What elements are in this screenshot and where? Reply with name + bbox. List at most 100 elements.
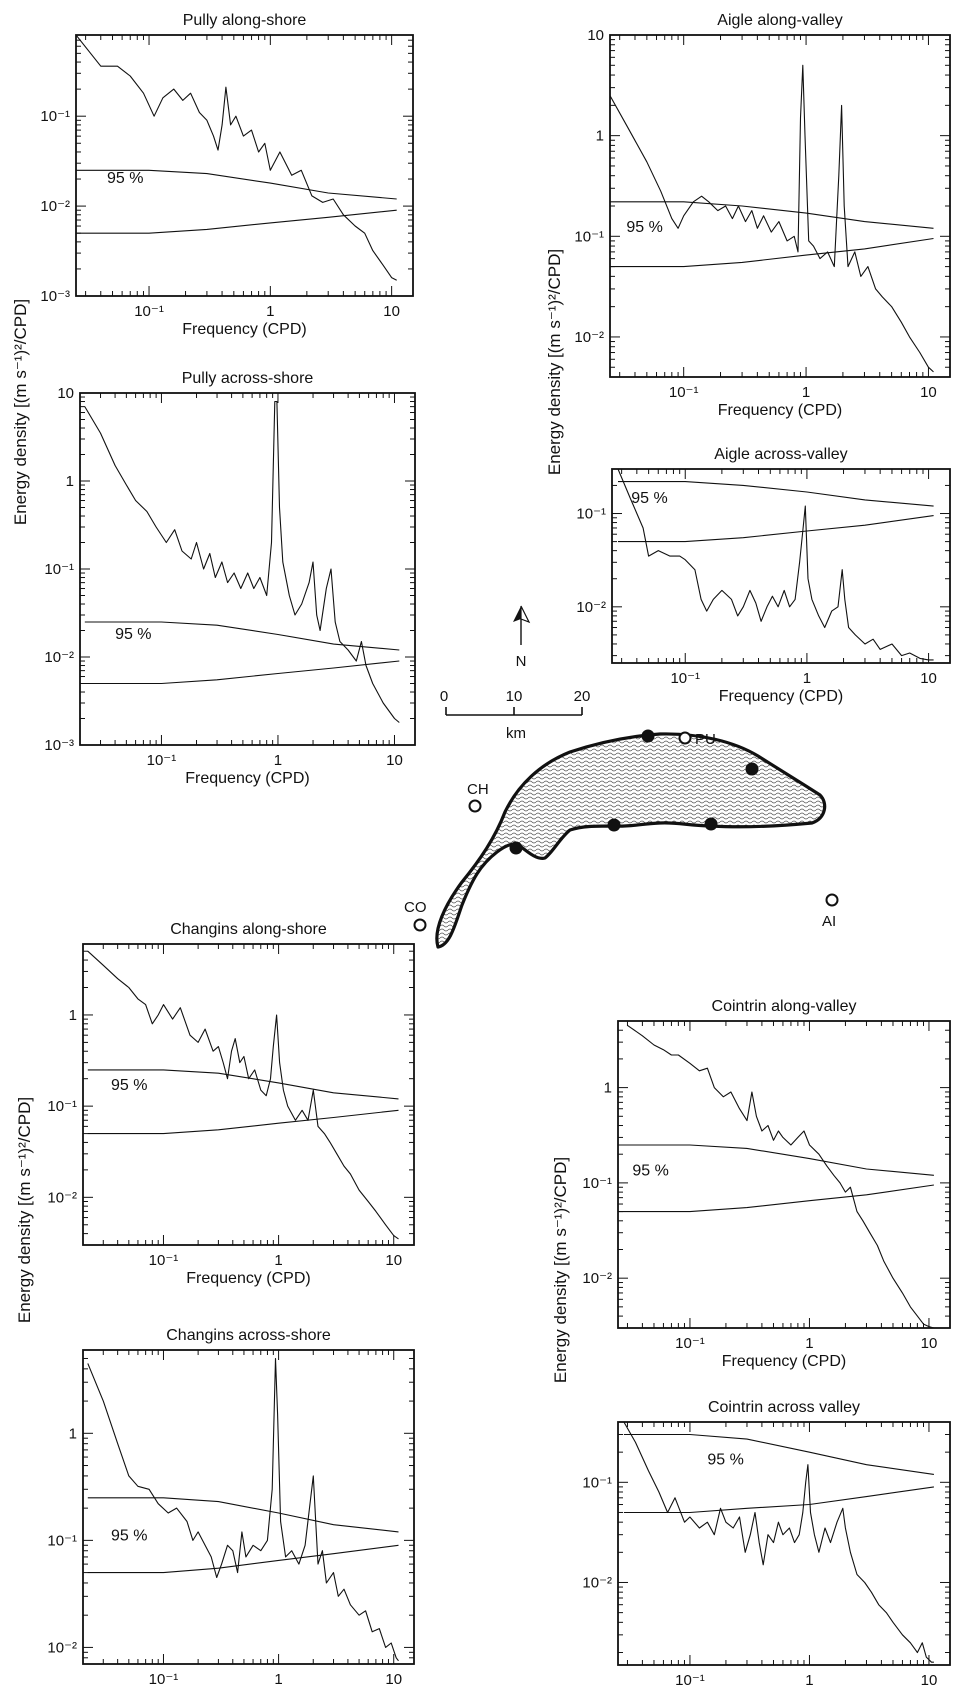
plot-frame bbox=[82, 1349, 415, 1665]
scale-label-20: 20 bbox=[574, 688, 591, 705]
x-tick-label: 10 bbox=[385, 1252, 402, 1269]
confidence-label: 95 % bbox=[632, 1162, 668, 1179]
spectrum-line bbox=[76, 35, 397, 281]
x-tick-label: 10 bbox=[386, 752, 403, 769]
x-axis-label: Frequency (CPD) bbox=[186, 1270, 310, 1287]
y-tick-label: 10⁻¹ bbox=[44, 561, 74, 578]
north-label: N bbox=[516, 653, 527, 670]
spectrum-line bbox=[617, 469, 934, 661]
panel-title: Cointrin along-valley bbox=[712, 998, 857, 1015]
north-arrow-head-outline bbox=[520, 605, 531, 624]
ylabel-left-top: Energy density [(m s⁻¹)²/CPD] bbox=[11, 299, 30, 525]
station-marker-filled bbox=[509, 841, 523, 855]
spectrum-line bbox=[610, 64, 934, 373]
x-axis-label: Frequency (CPD) bbox=[718, 402, 842, 419]
panel-aigle-along: Aigle along-valley 10⁻¹ 1 10 10 1 10⁻¹ 10⁻² Freq… bbox=[574, 12, 951, 419]
panel-cointrin-across: Cointrin across valley10⁻¹11010⁻¹10⁻²Fre… bbox=[582, 1399, 951, 1687]
scale-unit: km bbox=[506, 725, 526, 742]
station-marker-filled bbox=[704, 817, 718, 831]
y-tick-label: 10⁻³ bbox=[44, 737, 74, 754]
x-tick-label: 10 bbox=[921, 1672, 938, 1687]
y-tick-label: 10⁻¹ bbox=[47, 1532, 77, 1549]
panel-pully-across: Pully across-shore 10⁻¹ 1 10 10 1 10⁻¹ 10⁻² 10⁻³… bbox=[44, 370, 416, 787]
x-tick-label: 10⁻¹ bbox=[147, 752, 177, 769]
panel-title: Pully along-shore bbox=[183, 12, 307, 29]
lake-geneva-map: N 0 10 20 km PU CH CO AI bbox=[404, 605, 839, 949]
y-tick-label: 10⁻¹ bbox=[582, 1175, 612, 1192]
y-tick-label: 10⁻² bbox=[47, 1189, 77, 1206]
upper-confidence-line bbox=[623, 1433, 934, 1475]
x-tick-label: 10⁻¹ bbox=[675, 1672, 705, 1687]
x-tick-label: 1 bbox=[266, 303, 274, 320]
x-tick-label: 1 bbox=[802, 384, 810, 401]
upper-confidence-line bbox=[618, 1144, 934, 1176]
lower-confidence-line bbox=[610, 237, 934, 268]
confidence-label: 95 % bbox=[707, 1452, 743, 1469]
x-tick-label: 10⁻¹ bbox=[149, 1252, 179, 1269]
spectrum-line bbox=[627, 1024, 935, 1328]
ylabel-right-top: Energy density [(m s⁻¹)²/CPD] bbox=[545, 249, 564, 475]
y-tick-label: 10⁻² bbox=[47, 1639, 77, 1656]
y-tick-label: 10⁻² bbox=[582, 1270, 612, 1287]
spectrum-line bbox=[623, 1422, 934, 1663]
x-tick-label: 1 bbox=[274, 752, 282, 769]
y-tick-label: 10⁻² bbox=[40, 198, 70, 215]
x-tick-label: 10⁻¹ bbox=[134, 303, 164, 320]
x-axis-label: Frequency (CPD) bbox=[185, 770, 309, 787]
y-tick-label: 10 bbox=[587, 27, 604, 44]
x-tick-label: 1 bbox=[274, 1252, 282, 1269]
y-tick-label: 10⁻² bbox=[44, 649, 74, 666]
upper-confidence-line bbox=[87, 1497, 399, 1533]
panel-changins-across: Changins across-shore10⁻¹110110⁻¹10⁻²Fre… bbox=[47, 1327, 415, 1687]
plot-frame bbox=[617, 1421, 951, 1666]
y-tick-label: 1 bbox=[69, 1425, 77, 1442]
plot-frame bbox=[79, 392, 416, 746]
confidence-label: 95 % bbox=[111, 1077, 147, 1094]
scale-label-0: 0 bbox=[440, 688, 448, 705]
panel-title: Cointrin across valley bbox=[708, 1399, 860, 1416]
panel-title: Changins across-shore bbox=[166, 1327, 331, 1344]
x-tick-label: 10 bbox=[920, 670, 937, 687]
x-tick-label: 1 bbox=[805, 1672, 813, 1687]
lake-outline bbox=[435, 732, 827, 949]
station-co-marker bbox=[413, 918, 427, 932]
ylabel-right-bottom: Energy density [(m s⁻¹)²/CPD] bbox=[551, 1157, 570, 1383]
lower-confidence-line bbox=[618, 1184, 934, 1213]
spectrum-line bbox=[87, 950, 399, 1240]
y-tick-label: 1 bbox=[69, 1007, 77, 1024]
y-tick-label: 10⁻² bbox=[582, 1574, 612, 1591]
upper-confidence-line bbox=[610, 201, 934, 229]
y-tick-label: 1 bbox=[596, 128, 604, 145]
lower-confidence-line bbox=[76, 209, 397, 234]
plot-frame bbox=[75, 34, 414, 297]
panel-title: Pully across-shore bbox=[182, 370, 314, 387]
station-marker-filled bbox=[641, 729, 655, 743]
y-tick-label: 10⁻¹ bbox=[576, 506, 606, 523]
scale-label-10: 10 bbox=[506, 688, 523, 705]
y-tick-label: 10⁻¹ bbox=[40, 108, 70, 125]
panel-aigle-across: Aigle across-valley 10⁻¹ 1 10 10⁻¹ 10⁻² Freque… bbox=[576, 446, 951, 705]
confidence-label: 95 % bbox=[626, 219, 662, 236]
ylabel-left-bottom: Energy density [(m s⁻¹)²/CPD] bbox=[15, 1097, 34, 1323]
panel-pully-along: Pully along-shore 10⁻¹ 1 10 10⁻¹ 10⁻² 10⁻³ Freq… bbox=[40, 12, 414, 338]
scale-bar: 0 10 20 km bbox=[440, 688, 591, 742]
confidence-label: 95 % bbox=[115, 626, 151, 643]
y-tick-label: 10⁻² bbox=[574, 329, 604, 346]
x-axis-label: Frequency (CPD) bbox=[722, 1353, 846, 1370]
panel-title: Changins along-shore bbox=[170, 921, 327, 938]
station-marker-filled bbox=[745, 762, 759, 776]
station-ai-marker bbox=[825, 893, 839, 907]
station-ch-marker bbox=[468, 799, 482, 813]
station-ch-label: CH bbox=[467, 781, 489, 798]
panel-title: Aigle along-valley bbox=[717, 12, 842, 29]
panel-changins-along: Changins along-shore 10⁻¹ 1 10 1 10⁻¹ 10⁻² Freq… bbox=[47, 921, 415, 1287]
upper-confidence-line bbox=[84, 621, 400, 651]
x-tick-label: 1 bbox=[803, 670, 811, 687]
x-axis-label: Frequency (CPD) bbox=[182, 321, 306, 338]
y-tick-label: 1 bbox=[66, 473, 74, 490]
x-tick-label: 10⁻¹ bbox=[149, 1671, 179, 1687]
station-pu-label: PU bbox=[695, 731, 716, 748]
station-co-label: CO bbox=[404, 899, 427, 916]
station-marker-filled bbox=[607, 818, 621, 832]
